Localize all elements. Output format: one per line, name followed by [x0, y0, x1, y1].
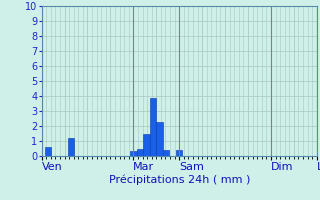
- Bar: [156, 121, 163, 156]
- Bar: [163, 150, 169, 156]
- X-axis label: Précipitations 24h ( mm ): Précipitations 24h ( mm ): [108, 174, 250, 185]
- Bar: [45, 147, 52, 156]
- Bar: [176, 150, 182, 156]
- Bar: [130, 151, 137, 156]
- Bar: [143, 134, 150, 156]
- Bar: [137, 148, 143, 156]
- Bar: [150, 98, 156, 156]
- Bar: [68, 138, 74, 156]
